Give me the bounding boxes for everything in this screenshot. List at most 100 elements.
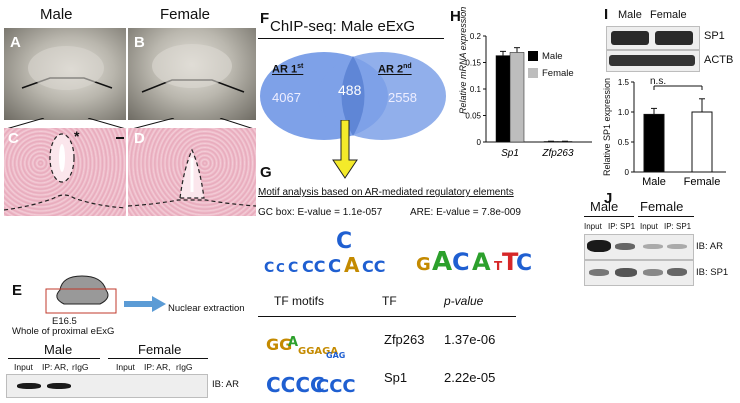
y-tick-label: 0.05 xyxy=(465,112,481,121)
panel-I-female: Female xyxy=(650,9,687,21)
venn-overlap-count: 488 xyxy=(338,82,362,98)
are-evalue: ARE: E-value = 7.8e-009 xyxy=(410,207,521,218)
sp1-blot xyxy=(606,26,700,50)
j-lane-3: Input xyxy=(640,222,658,231)
blot-band xyxy=(589,269,609,276)
svg-text:CC: CC xyxy=(362,257,385,276)
panel-C-letter: C xyxy=(8,130,19,147)
eexg-schematic xyxy=(45,275,166,314)
svg-text:C: C xyxy=(288,260,298,276)
blot-band xyxy=(643,269,663,276)
svg-text:G: G xyxy=(416,254,431,275)
panel-E-letter: E xyxy=(12,282,23,299)
j-sp1-blot xyxy=(584,260,694,286)
female-histology-photo xyxy=(128,128,256,216)
female-header: Female xyxy=(160,6,211,23)
legend-swatch-female xyxy=(528,68,538,78)
legend-swatch-male xyxy=(528,51,538,61)
lane-label-4: Input xyxy=(116,362,135,372)
svg-text:C: C xyxy=(264,260,274,276)
legend-label-male: Male xyxy=(542,51,563,62)
gc-box-logo: C C C CC C A CC C xyxy=(264,229,385,276)
j-ib-ar: IB: AR xyxy=(696,241,723,252)
lane-label-2: IP: AR, xyxy=(42,362,69,372)
legend-label-female: Female xyxy=(542,68,574,79)
x-tick-label: Sp1 xyxy=(501,148,519,159)
zfp263-logo: GG A GGAGA GAG xyxy=(266,335,345,360)
zoom-lines xyxy=(5,118,255,130)
x-tick-label: Male xyxy=(642,176,666,188)
blot-band xyxy=(615,243,635,250)
nuclear-extraction-label: Nuclear extraction xyxy=(168,303,245,314)
x-tick-label: Zfp263 xyxy=(541,148,574,159)
venn-right-label: AR 2nd xyxy=(378,63,412,76)
x-tick-label: Female xyxy=(684,176,721,188)
row-p-zfp263: 1.37e-06 xyxy=(444,332,496,347)
panel-B-letter: B xyxy=(134,34,145,51)
gc-box-evalue: GC box: E-value = 1.1e-057 xyxy=(258,207,383,218)
bar-female xyxy=(691,111,713,173)
svg-text:C: C xyxy=(276,261,285,275)
yellow-arrow xyxy=(332,120,358,179)
blot-band xyxy=(667,244,687,249)
panel-D-letter: D xyxy=(134,130,145,147)
panel-J-female: Female xyxy=(640,199,684,214)
blot-band xyxy=(17,383,41,389)
j-lane-2: IP: SP1 xyxy=(608,222,636,231)
blot-band xyxy=(655,31,693,45)
col-tf: TF xyxy=(382,294,397,308)
panel-F-letter: F xyxy=(260,10,270,27)
female-photo-outline xyxy=(141,44,245,93)
panel-E-blot xyxy=(6,374,208,398)
j-ar-blot xyxy=(584,234,694,260)
svg-text:C: C xyxy=(328,256,341,276)
panel-J-letter: J xyxy=(604,190,613,207)
male-bracket xyxy=(8,358,100,359)
y-tick-label: 1.0 xyxy=(618,108,630,117)
sp1-logo: CCCC CCC xyxy=(266,373,356,397)
venn-diagram xyxy=(260,52,446,140)
male-histology-photo xyxy=(4,128,126,216)
female-bracket xyxy=(108,358,208,359)
svg-text:T: T xyxy=(502,248,519,276)
row-p-sp1: 2.22e-05 xyxy=(444,370,496,385)
blot-band xyxy=(615,268,637,277)
svg-text:A: A xyxy=(472,248,491,276)
svg-text:T: T xyxy=(494,259,503,273)
panel-A-letter: A xyxy=(10,34,21,51)
svg-text:A: A xyxy=(288,335,298,350)
actb-blot-label: ACTB xyxy=(704,54,734,66)
svg-text:GAG: GAG xyxy=(326,351,345,360)
svg-text:CCCC: CCCC xyxy=(266,373,325,397)
svg-text:GGAGA: GGAGA xyxy=(298,346,338,357)
are-logo: G A C A T T C xyxy=(416,247,532,276)
lane-label-5: IP: AR, xyxy=(144,362,171,372)
panel-I-letter: I xyxy=(604,6,609,23)
male-whole-mount-photo xyxy=(4,28,126,120)
actb-blot xyxy=(606,50,700,72)
region-label: Whole of proximal eExG xyxy=(12,326,115,337)
table-rule xyxy=(258,316,516,317)
svg-text:CC: CC xyxy=(302,257,325,276)
title-underline xyxy=(258,38,444,39)
blot-band xyxy=(643,244,663,249)
panel-E-male: Male xyxy=(44,342,73,357)
stage-label: E16.5 xyxy=(52,316,77,327)
y-tick-label: 0.15 xyxy=(465,59,481,68)
j-lane-1: Input xyxy=(584,222,602,231)
panel-E-ib-label: IB: AR xyxy=(212,379,239,390)
row-tf-zfp263: Zfp263 xyxy=(384,332,425,347)
sp1-blot-label: SP1 xyxy=(704,30,725,42)
bar-male xyxy=(643,113,665,173)
svg-text:A: A xyxy=(344,253,360,276)
svg-text:C: C xyxy=(516,251,532,276)
panel-H-letter: H xyxy=(450,8,461,25)
svg-text:A: A xyxy=(432,247,452,276)
blot-band xyxy=(609,55,695,66)
asterisk-mark: * xyxy=(74,128,80,144)
j-male-bracket xyxy=(584,216,634,217)
female-whole-mount-photo xyxy=(128,28,256,120)
svg-text:C: C xyxy=(336,229,352,254)
ns-label: n.s. xyxy=(650,76,667,87)
venn-right-count: 2558 xyxy=(388,90,417,105)
